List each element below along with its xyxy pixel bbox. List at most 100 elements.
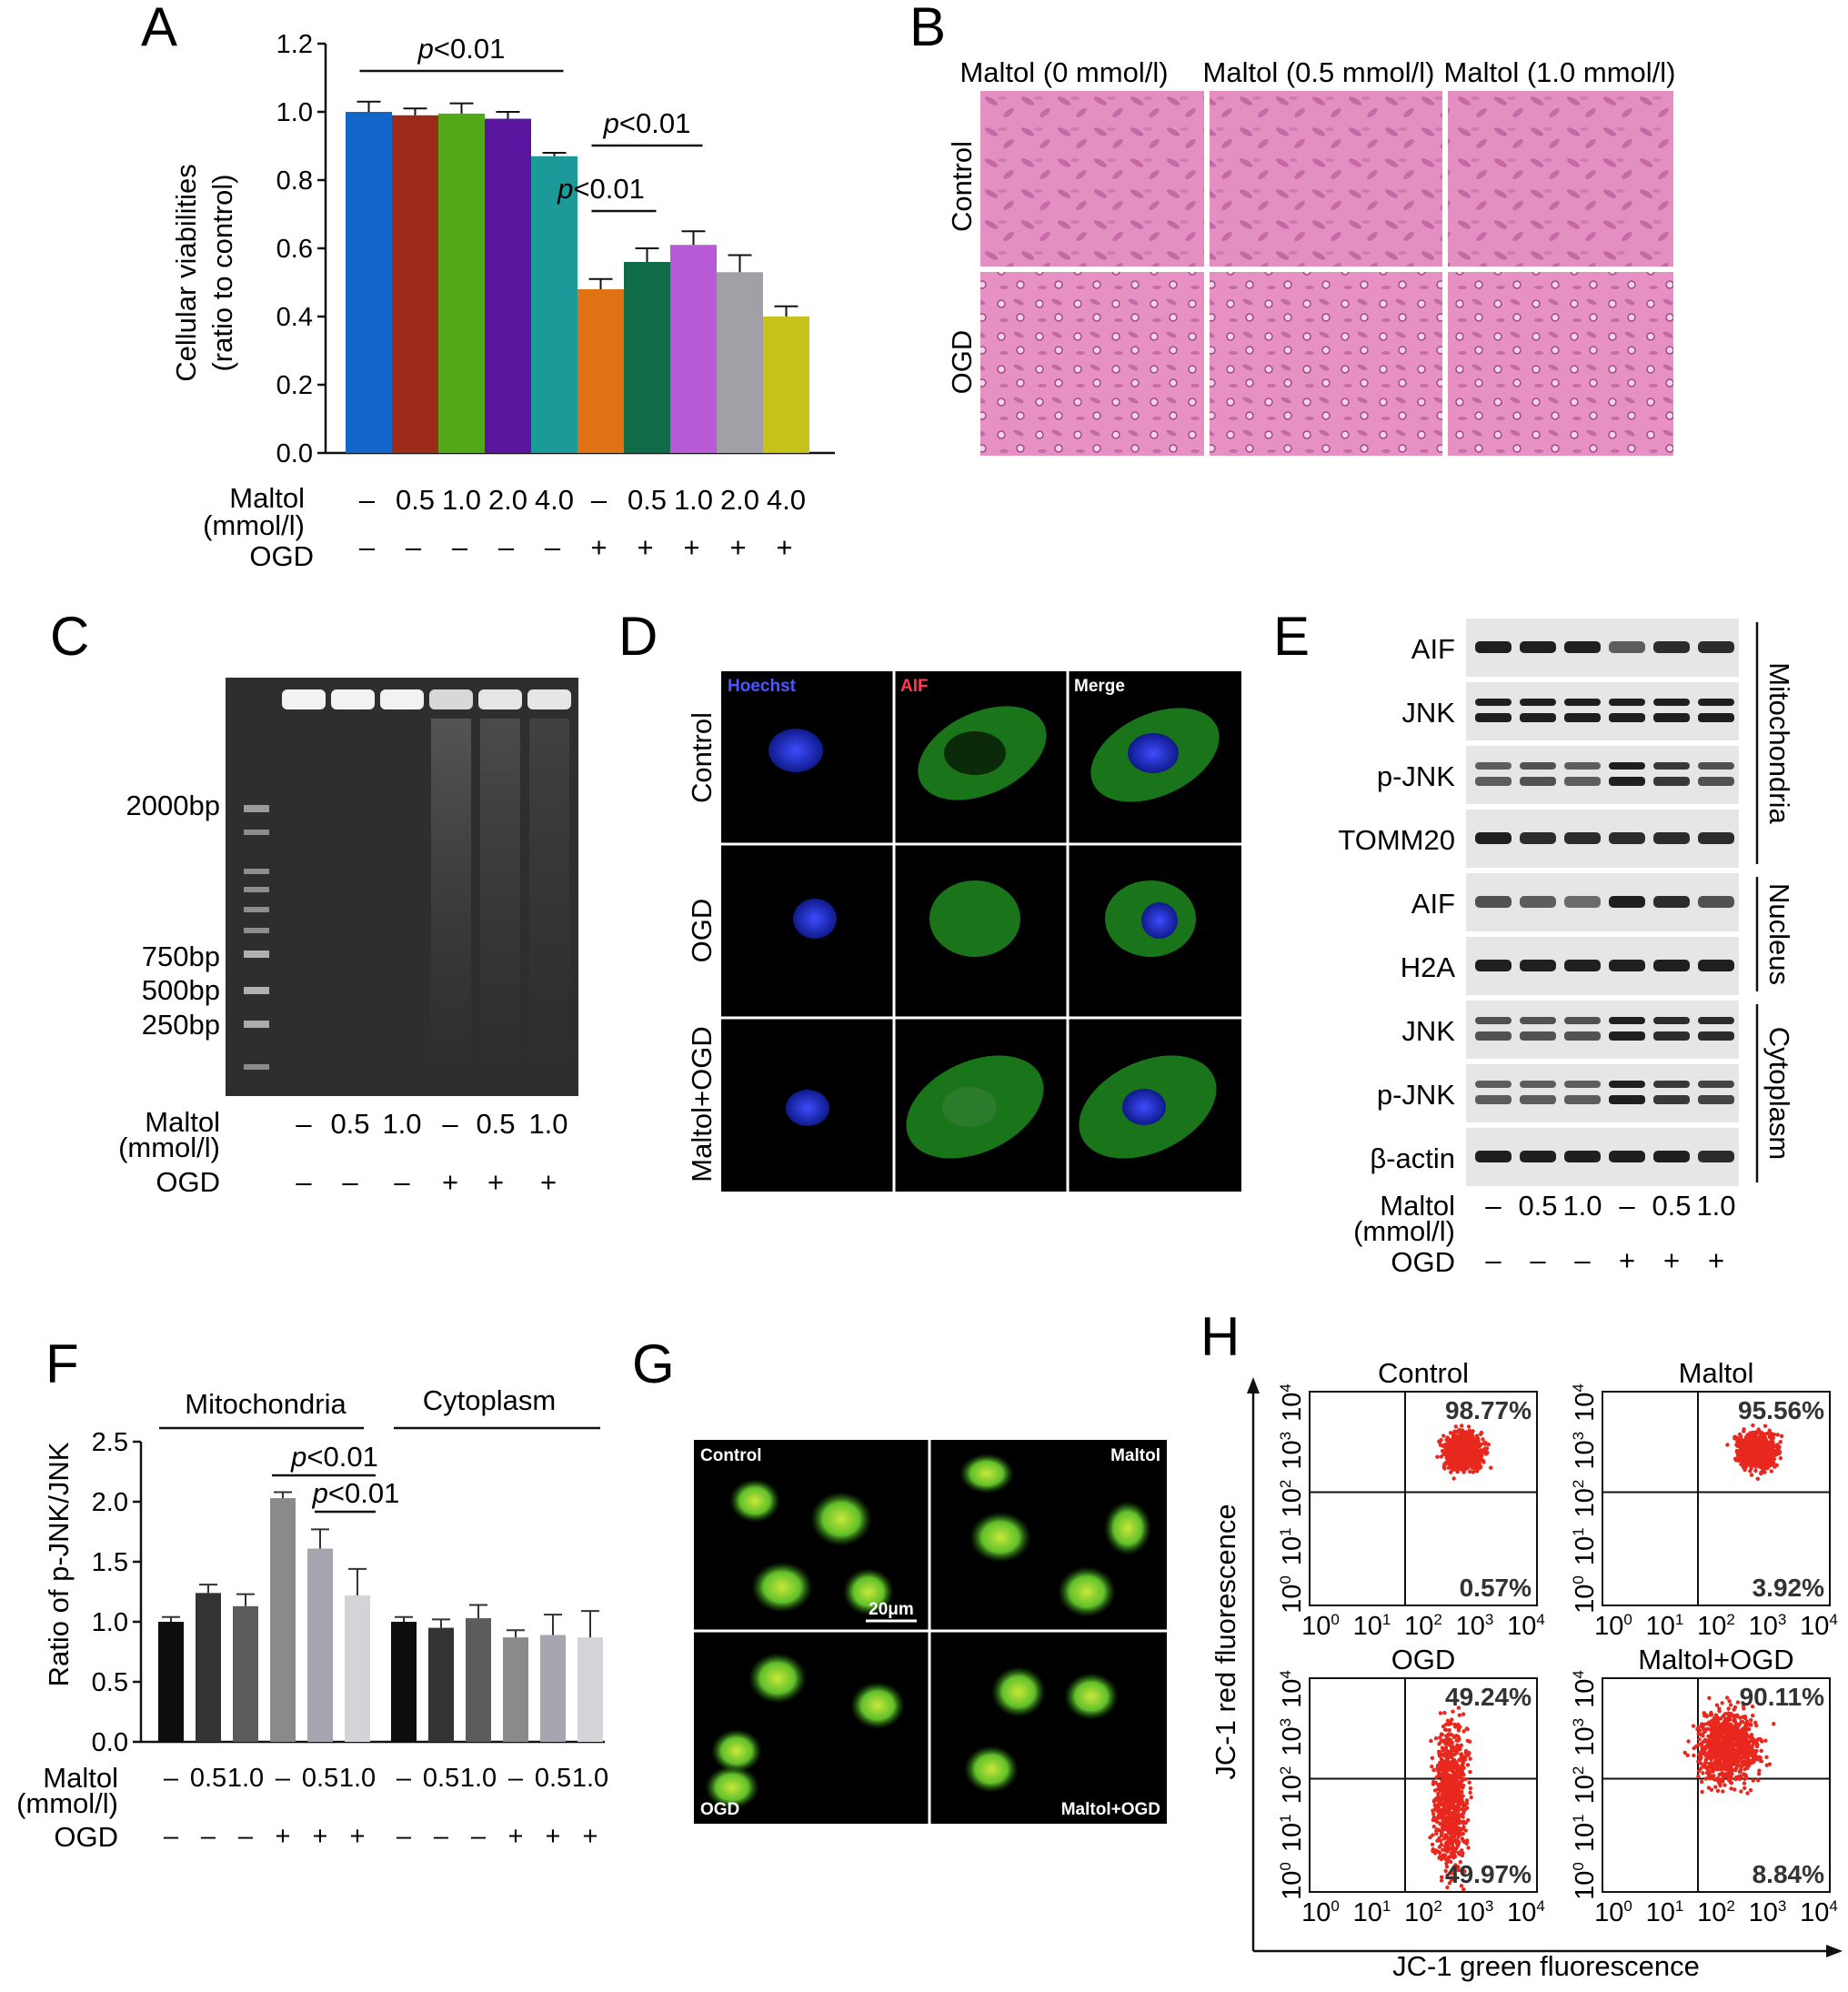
panel-label-d: D — [618, 606, 658, 667]
panel-h-event-dot — [1441, 1847, 1445, 1852]
panel-h-event-dot — [1696, 1725, 1701, 1729]
panel-h-event-dot — [1438, 1735, 1442, 1740]
panel-h-event-dot — [1436, 1806, 1441, 1811]
panel-h-event-dot — [1431, 1779, 1436, 1785]
panel-h-event-dot — [1455, 1748, 1460, 1754]
panel-h-event-dot — [1738, 1448, 1743, 1453]
panel-h-xtick-label: 102 — [1404, 1897, 1442, 1927]
panel-h-event-dot — [1444, 1801, 1449, 1806]
panel-a-bar — [531, 156, 578, 453]
panel-h-ytick-label: 101 — [1277, 1527, 1307, 1565]
panel-f-bar — [503, 1637, 528, 1742]
panel-h-event-dot — [1751, 1713, 1755, 1718]
panel-h-event-dot — [1769, 1438, 1774, 1444]
panel-h-event-dot — [1751, 1437, 1755, 1443]
panel-a-maltol-value: 2.0 — [488, 484, 527, 516]
panel-h-ytick-label: 104 — [1570, 1670, 1600, 1708]
panel-c-maltol-value: 1.0 — [528, 1108, 567, 1140]
panel-h-event-dot — [1442, 1466, 1447, 1471]
panel-e-band — [1698, 699, 1734, 706]
panel-c-ogd-value: + — [487, 1166, 504, 1198]
panel-h-event-dot — [1709, 1766, 1713, 1770]
panel-e-ogd-value: + — [1619, 1244, 1635, 1276]
panel-h-event-dot — [1443, 1746, 1449, 1750]
panel-h-event-dot — [1471, 1434, 1475, 1438]
panel-h-event-dot — [1451, 1476, 1456, 1481]
panel-f-bar — [307, 1548, 333, 1742]
panel-h-event-dot — [1743, 1714, 1748, 1719]
panel-h-event-dot — [1748, 1469, 1753, 1474]
panel-h-event-dot — [1717, 1709, 1722, 1714]
panel-h-event-dot — [1468, 1786, 1473, 1791]
panel-e-maltol-value: 0.5 — [1652, 1190, 1691, 1222]
panel-h-event-dot — [1431, 1811, 1436, 1816]
panel-h-event-dot — [1764, 1443, 1769, 1447]
panel-h-event-dot — [1738, 1715, 1743, 1720]
panel-h-event-dot — [1451, 1735, 1457, 1739]
panel-e-band — [1520, 1095, 1556, 1104]
panel-e-band — [1520, 960, 1556, 971]
panel-h-xtick-label: 104 — [1507, 1611, 1545, 1641]
panel-c-ogd-value: – — [342, 1166, 358, 1198]
panel-d-row-maltol-ogd: Maltol+OGD — [686, 1026, 718, 1182]
panel-label-c: C — [50, 606, 89, 667]
panel-h-event-dot — [1452, 1429, 1457, 1434]
panel-h-event-dot — [1710, 1718, 1714, 1724]
panel-h-event-dot — [1457, 1713, 1462, 1717]
panel-h-event-dot — [1739, 1789, 1743, 1794]
panel-h-gate-lower-right: 0.57% — [1460, 1574, 1532, 1602]
panel-h-ytick-label: 101 — [1570, 1814, 1600, 1852]
panel-h-event-dot — [1449, 1748, 1454, 1754]
panel-h-event-dot — [1736, 1737, 1741, 1742]
panel-h-event-dot — [1441, 1780, 1446, 1786]
panel-h-event-dot — [1759, 1465, 1764, 1471]
panel-h-event-dot — [1456, 1867, 1461, 1873]
panel-h-event-dot — [1735, 1747, 1740, 1753]
panel-h-event-dot — [1721, 1724, 1725, 1729]
panel-h-event-dot — [1721, 1779, 1725, 1784]
panel-h-xtick-label: 103 — [1456, 1897, 1494, 1927]
panel-e-fraction-label: Nucleus — [1763, 883, 1795, 985]
panel-f-bar — [466, 1618, 491, 1742]
panel-c-maltol-value: 0.5 — [476, 1108, 515, 1140]
panel-f-maltol-value: – — [276, 1764, 291, 1793]
panel-g-cells — [705, 1454, 1151, 1809]
panel-f-maltol-value: 0.5 — [423, 1764, 459, 1793]
panel-h-event-dot — [1751, 1778, 1756, 1783]
panel-h-event-dot — [1450, 1454, 1455, 1459]
panel-h-event-dot — [1769, 1431, 1773, 1436]
panel-h-event-dot — [1743, 1725, 1748, 1731]
panel-h-event-dot — [1696, 1774, 1701, 1779]
panel-h-event-dot — [1726, 1706, 1731, 1711]
panel-h-event-dot — [1719, 1762, 1724, 1766]
panel-h-event-dot — [1753, 1442, 1758, 1447]
panel-e-band — [1564, 1031, 1601, 1041]
panel-h-xtick-label: 101 — [1646, 1611, 1684, 1641]
panel-h-event-dot — [1711, 1769, 1715, 1774]
panel-h-event-dot — [1454, 1841, 1460, 1846]
panel-h-event-dot — [1702, 1726, 1706, 1731]
panel-c-ogd-value: + — [442, 1166, 458, 1198]
panel-e-band — [1564, 1017, 1601, 1024]
panel-a-bar — [346, 112, 392, 453]
panel-h-event-dot — [1715, 1760, 1720, 1765]
panel-h-event-dot — [1475, 1440, 1480, 1445]
panel-h-event-dot — [1461, 1443, 1466, 1447]
panel-label-e: E — [1273, 606, 1310, 667]
panel-f-bar-chart: Ratio of p-JNK/JNK Mitochondria Cytoplas… — [16, 1384, 608, 1853]
panel-h-event-dot — [1750, 1704, 1755, 1709]
panel-h-event-dot — [1460, 1424, 1464, 1428]
panel-b-col-1: Maltol (0.5 mmol/l) — [1203, 56, 1435, 88]
panel-h-event-dot — [1447, 1881, 1452, 1886]
panel-h-event-dot — [1765, 1431, 1770, 1436]
panel-f-maltol-value: 1.0 — [460, 1764, 497, 1793]
panel-h-event-dot — [1481, 1460, 1486, 1464]
panel-e-band-label: AIF — [1411, 633, 1455, 665]
panel-h-event-dot — [1456, 1815, 1461, 1820]
panel-e-band — [1653, 1081, 1690, 1088]
panel-h-event-dot — [1731, 1750, 1736, 1755]
panel-h-event-dot — [1697, 1737, 1702, 1742]
panel-e-blot-strip — [1466, 1001, 1739, 1059]
panel-a-ytick-label: 0.2 — [276, 371, 313, 400]
